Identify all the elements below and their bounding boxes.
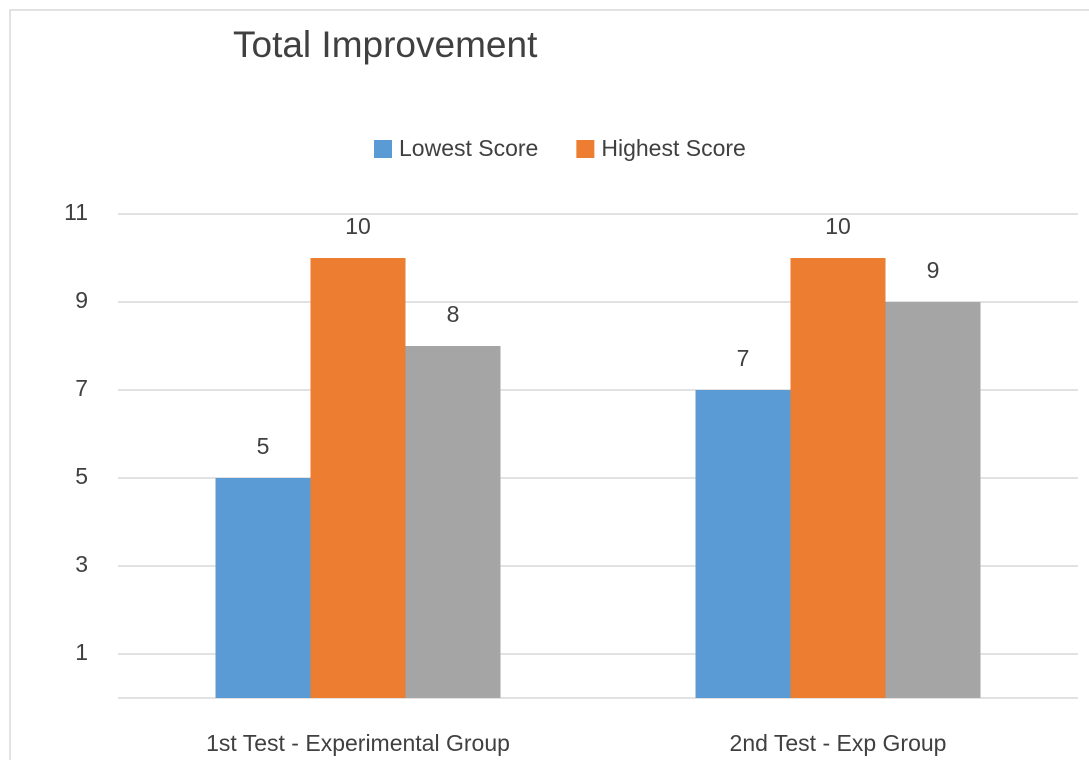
x-tick-label: 2nd Test - Exp Group — [730, 730, 947, 756]
bar — [695, 390, 791, 698]
y-tick-label: 9 — [75, 287, 88, 313]
bar — [790, 258, 886, 698]
y-tick-label: 3 — [75, 551, 88, 577]
x-tick-label: 1st Test - Experimental Group — [206, 730, 510, 756]
data-label: 10 — [825, 213, 851, 239]
data-label: 10 — [345, 213, 371, 239]
bar — [310, 258, 406, 698]
chart-title: Total Improvement — [233, 24, 538, 65]
legend-label: Lowest Score — [399, 135, 538, 161]
y-tick-label: 5 — [75, 463, 88, 489]
data-label: 7 — [737, 345, 750, 371]
legend-swatch — [576, 140, 595, 158]
bar — [405, 346, 501, 698]
y-tick-label: 7 — [75, 375, 88, 401]
y-tick-label: 1 — [75, 639, 88, 665]
legend-swatch — [374, 140, 392, 158]
bar — [215, 478, 311, 698]
y-tick-label: 11 — [64, 199, 88, 225]
data-label: 8 — [447, 301, 460, 327]
data-label: 5 — [257, 433, 270, 459]
data-label: 9 — [927, 257, 940, 283]
bar — [885, 302, 981, 698]
legend-label: Highest Score — [601, 135, 745, 161]
